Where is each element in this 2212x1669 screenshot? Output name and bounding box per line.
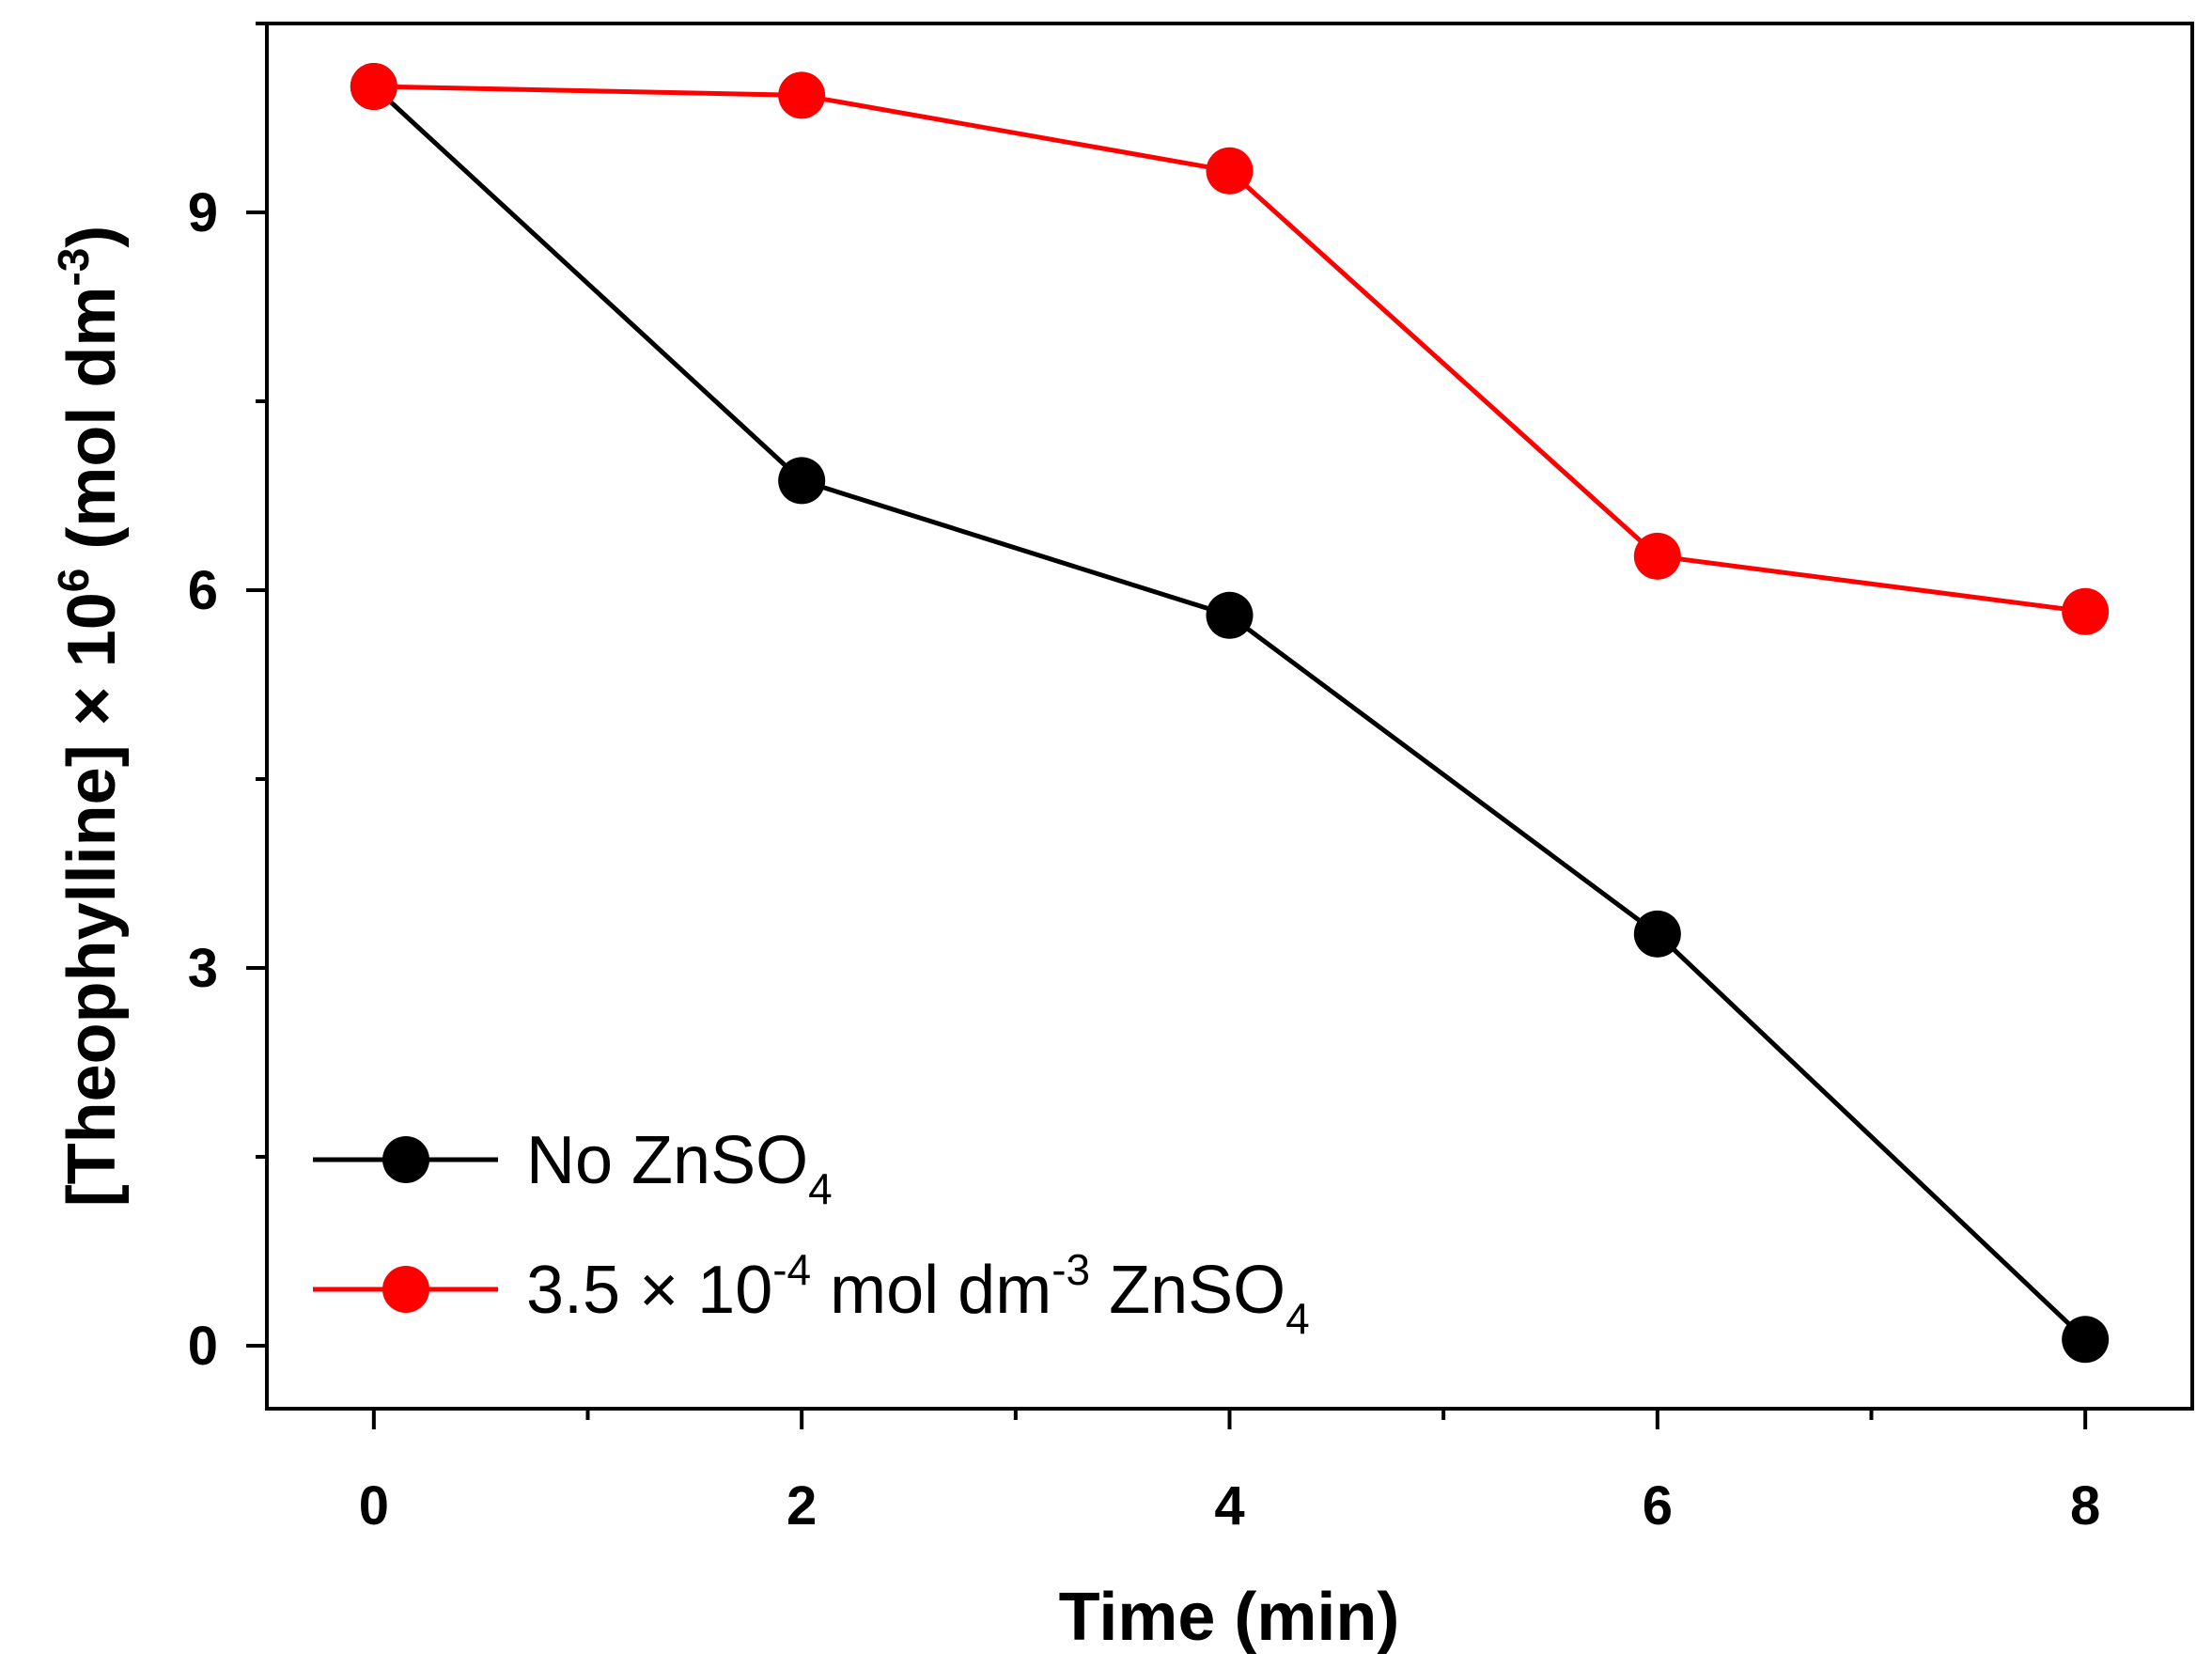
y-axis-title-unit-exponent: -3 [49, 248, 98, 287]
y-axis-title-main: [Theophylline] × 10 [55, 592, 130, 1207]
legend-label-part: 4 [1285, 1294, 1310, 1343]
data-point [778, 457, 826, 505]
legend-entry-1: No ZnSO4 [313, 1123, 833, 1213]
data-point [1206, 147, 1254, 195]
legend-label-part: 4 [808, 1164, 833, 1213]
x-tick-label: 4 [1214, 1475, 1244, 1536]
legend-label-part: -4 [772, 1245, 811, 1294]
data-point [2062, 1316, 2110, 1364]
legend-entry-2: 3.5 × 10-4 mol dm-3 ZnSO4 [313, 1245, 1310, 1343]
legend-marker [382, 1136, 429, 1183]
legend-label-part: 3.5 × 10 [526, 1253, 772, 1328]
legend-marker [382, 1266, 429, 1313]
y-tick-label: 0 [188, 1316, 218, 1377]
x-tick-label: 8 [2070, 1475, 2100, 1536]
x-tick-label: 6 [1643, 1475, 1673, 1536]
y-axis-title: [Theophylline] × 106 (mol dm-3) [49, 226, 130, 1208]
y-axis-title-exponent: 6 [49, 569, 98, 593]
data-point [1633, 910, 1681, 958]
series-2 [350, 63, 2110, 635]
y-tick-label: 6 [188, 560, 218, 621]
legend-label-part: No ZnSO [526, 1123, 808, 1198]
legend-label-part: ZnSO [1090, 1253, 1285, 1328]
data-point [1633, 532, 1681, 580]
x-tick-label: 2 [787, 1475, 817, 1536]
data-point [350, 63, 397, 110]
plot-frame [265, 22, 2194, 1411]
x-tick-label: 0 [359, 1475, 389, 1536]
legend-label: 3.5 × 10-4 mol dm-3 ZnSO4 [526, 1245, 1310, 1343]
legend-label-part: mol dm [811, 1253, 1051, 1328]
y-tick-label: 9 [188, 182, 218, 243]
x-axis-title: Time (min) [1059, 1580, 1400, 1655]
data-point [1206, 591, 1254, 639]
y-axis-title-unit: (mol dm [55, 287, 130, 569]
y-axis-title-unit-close: ) [55, 226, 130, 248]
data-point [778, 71, 826, 119]
y-tick-label: 3 [188, 938, 218, 999]
data-point [2062, 587, 2110, 635]
legend-label-part: -3 [1051, 1245, 1090, 1294]
legend-label: No ZnSO4 [526, 1123, 833, 1213]
